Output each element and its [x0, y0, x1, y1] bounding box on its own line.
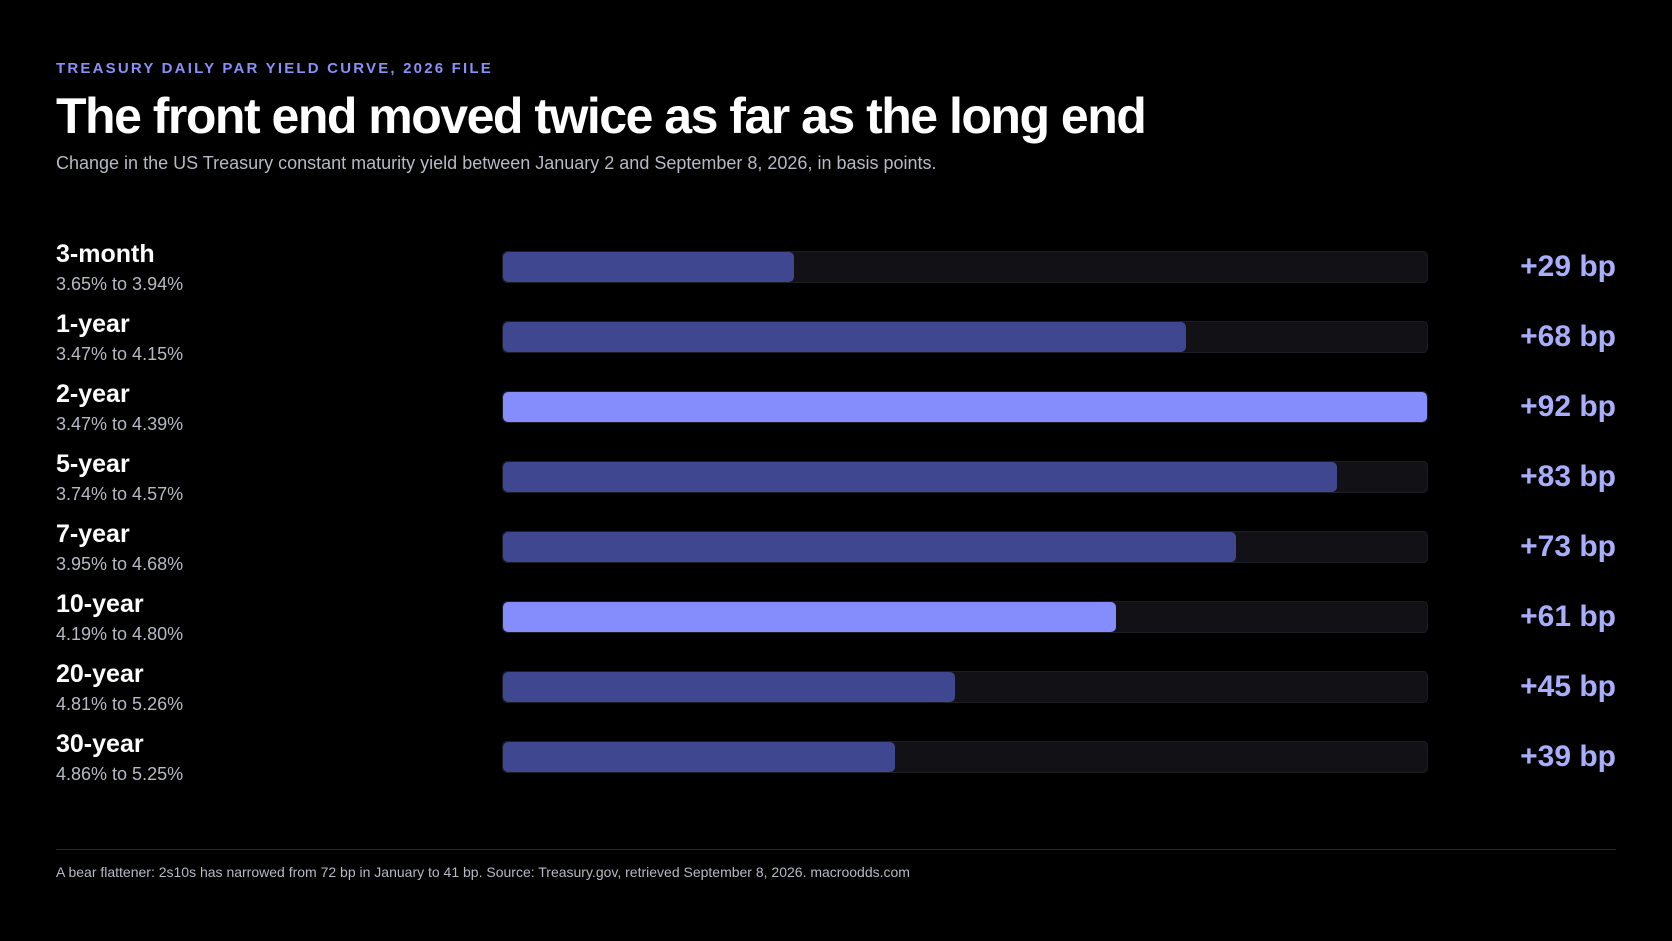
yield-range-label: 4.19% to 4.80%: [56, 624, 184, 644]
category-label: 1-year: [56, 310, 130, 338]
bar-10-year: [503, 602, 1116, 632]
bar-row-7-year: 7-year 3.95% to 4.68% +73 bp: [56, 515, 1616, 585]
eyebrow-label: TREASURY DAILY PAR YIELD CURVE, 2026 FIL…: [56, 60, 493, 77]
yield-range-label: 3.95% to 4.68%: [56, 554, 184, 574]
bar-track: [502, 741, 1428, 773]
category-label: 30-year: [56, 730, 144, 758]
bar-row-3-month: 3-month 3.65% to 3.94% +29 bp: [56, 235, 1616, 305]
yield-range-label: 4.86% to 5.25%: [56, 764, 184, 784]
bar-row-30-year: 30-year 4.86% to 5.25% +39 bp: [56, 725, 1616, 795]
bar-track: [502, 601, 1428, 633]
bar-20-year: [503, 672, 955, 702]
bar-30-year: [503, 742, 895, 772]
category-label: 5-year: [56, 450, 130, 478]
bar-row-20-year: 20-year 4.81% to 5.26% +45 bp: [56, 655, 1616, 725]
yield-range-label: 3.47% to 4.15%: [56, 344, 184, 364]
chart-subtitle: Change in the US Treasury constant matur…: [56, 153, 937, 173]
value-label: +83 bp: [1520, 460, 1616, 493]
bar-5-year: [503, 462, 1337, 492]
bar-row-5-year: 5-year 3.74% to 4.57% +83 bp: [56, 445, 1616, 515]
bar-row-2-year: 2-year 3.47% to 4.39% +92 bp: [56, 375, 1616, 445]
footer-divider: [56, 849, 1616, 850]
bar-row-1-year: 1-year 3.47% to 4.15% +68 bp: [56, 305, 1616, 375]
value-label: +39 bp: [1520, 740, 1616, 773]
category-label: 2-year: [56, 380, 130, 408]
bar-row-10-year: 10-year 4.19% to 4.80% +61 bp: [56, 585, 1616, 655]
value-label: +92 bp: [1520, 390, 1616, 423]
value-label: +68 bp: [1520, 320, 1616, 353]
category-label: 3-month: [56, 240, 155, 268]
yield-range-label: 3.65% to 3.94%: [56, 274, 184, 294]
yield-range-label: 4.81% to 5.26%: [56, 694, 184, 714]
category-label: 7-year: [56, 520, 130, 548]
chart-title: The front end moved twice as far as the …: [56, 88, 1147, 144]
value-label: +61 bp: [1520, 600, 1616, 633]
value-label: +45 bp: [1520, 670, 1616, 703]
bar-track: [502, 531, 1428, 563]
chart-page: TREASURY DAILY PAR YIELD CURVE, 2026 FIL…: [56, 0, 1616, 941]
bar-2-year: [503, 392, 1427, 422]
bar-track: [502, 251, 1428, 283]
bar-track: [502, 461, 1428, 493]
category-label: 10-year: [56, 590, 144, 618]
value-label: +73 bp: [1520, 530, 1616, 563]
bar-3-month: [503, 252, 795, 282]
bar-track: [502, 391, 1428, 423]
bar-track: [502, 671, 1428, 703]
bar-7-year: [503, 532, 1237, 562]
source-footnote: A bear flattener: 2s10s has narrowed fro…: [56, 864, 910, 880]
value-label: +29 bp: [1520, 250, 1616, 283]
bar-track: [502, 321, 1428, 353]
yield-range-label: 3.47% to 4.39%: [56, 414, 184, 434]
yield-range-label: 3.74% to 4.57%: [56, 484, 184, 504]
bar-1-year: [503, 322, 1186, 352]
category-label: 20-year: [56, 660, 144, 688]
